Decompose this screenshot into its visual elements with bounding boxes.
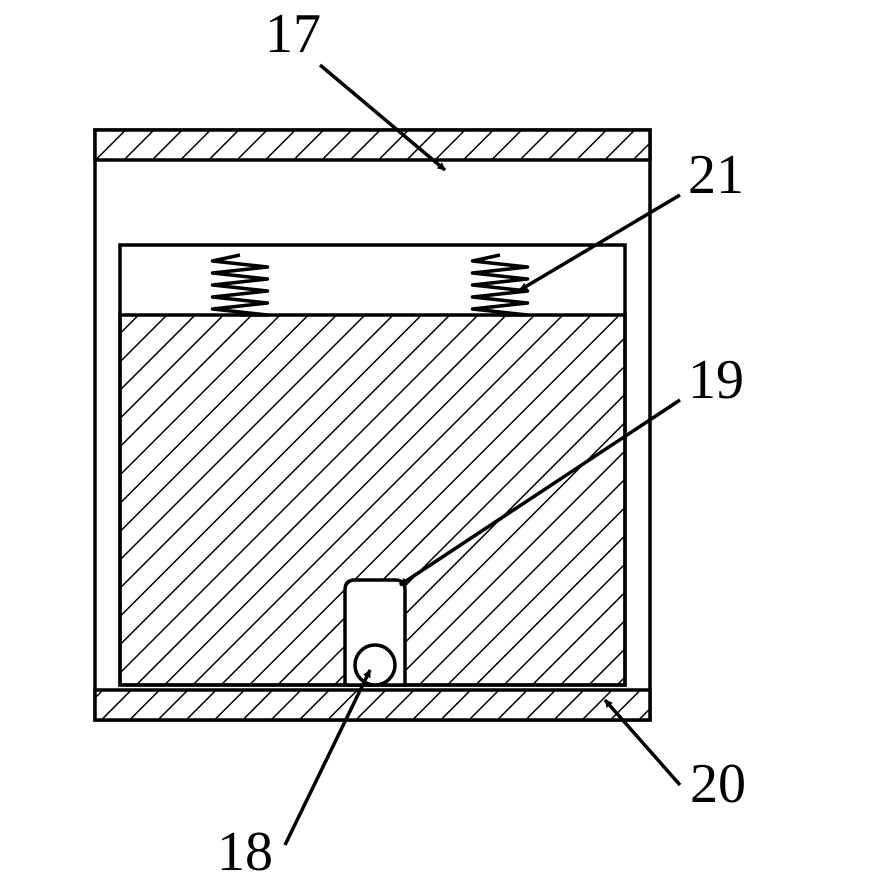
callout-label-n19: 19 <box>688 348 744 412</box>
callout-label-n21: 21 <box>688 143 744 207</box>
callout-label-n18: 18 <box>217 820 273 884</box>
callout-label-n17: 17 <box>265 2 321 66</box>
callout-label-n20: 20 <box>690 752 746 816</box>
